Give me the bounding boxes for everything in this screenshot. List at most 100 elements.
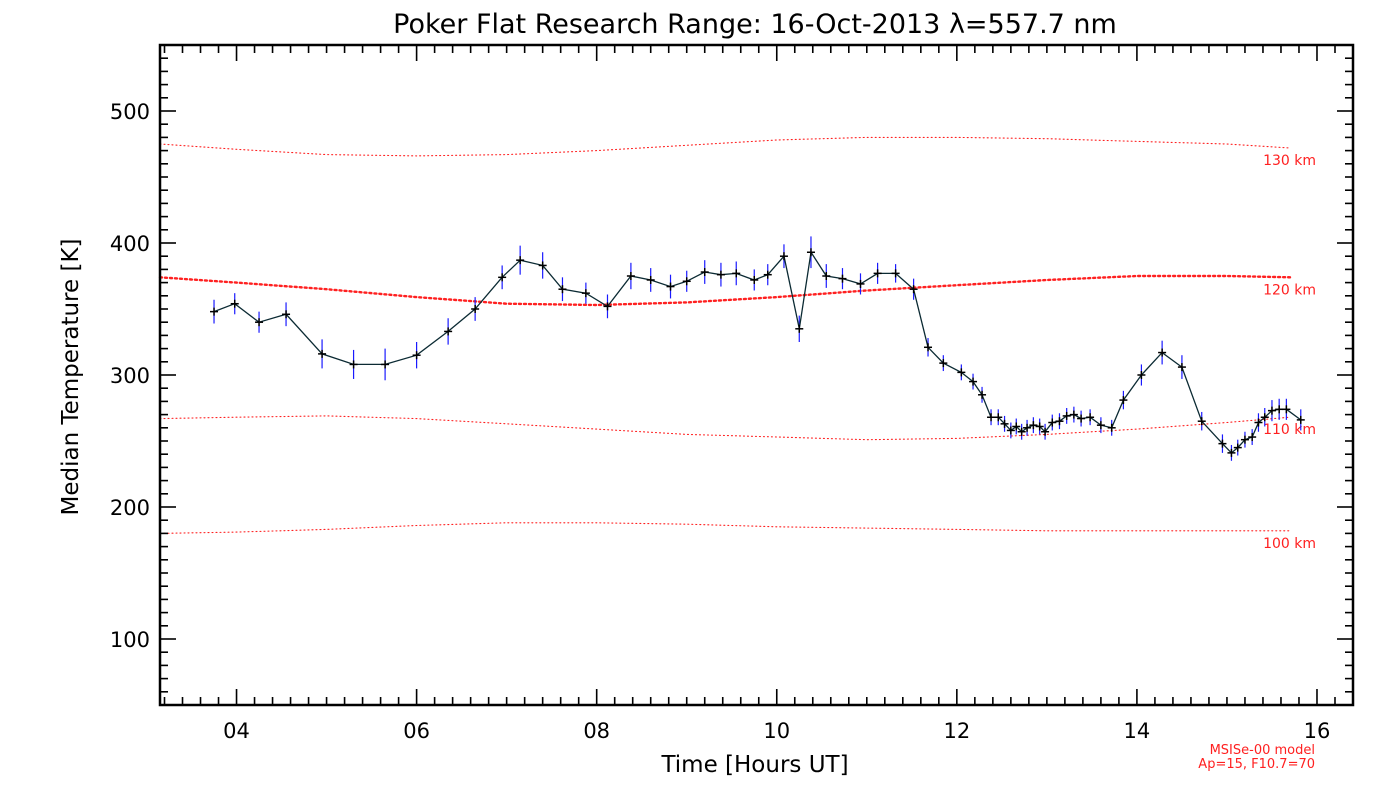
- data-point: [603, 302, 612, 311]
- data-point: [1107, 423, 1116, 432]
- data-point: [1069, 410, 1078, 419]
- x-tick-label: 16: [1304, 719, 1331, 743]
- data-point: [1197, 417, 1206, 426]
- tick-labels: 04 06 08 10 12 14 16 100 200 300 400 500: [110, 100, 1330, 743]
- temperature-series: [210, 236, 1305, 461]
- data-point: [282, 310, 291, 319]
- series-line: [213, 250, 1302, 454]
- data-point: [1260, 413, 1269, 422]
- data-point: [1137, 371, 1146, 379]
- data-point: [381, 360, 390, 369]
- data-point: [939, 359, 948, 368]
- data-point: [1006, 426, 1015, 435]
- data-point: [732, 269, 741, 278]
- data-point: [682, 277, 691, 286]
- y-axis-label: Median Temperature [K]: [58, 239, 84, 516]
- data-point: [1267, 406, 1276, 415]
- x-tick-label: 14: [1124, 719, 1151, 743]
- data-point: [987, 413, 996, 422]
- model-curve-label: 100 km: [1263, 536, 1316, 552]
- data-point: [1086, 413, 1095, 422]
- axis-ticks: [160, 45, 1354, 705]
- model-curve-label: 130 km: [1263, 153, 1316, 169]
- x-axis-label: Time [Hours UT]: [660, 752, 848, 778]
- model-curve-120-km: [158, 274, 1292, 307]
- y-tick-label: 300: [110, 364, 150, 388]
- data-point: [1158, 348, 1167, 357]
- x-tick-label: 08: [583, 719, 610, 743]
- data-point: [558, 285, 567, 294]
- data-point: [1282, 405, 1291, 414]
- data-point: [581, 289, 590, 298]
- plot-frame: [158, 43, 1355, 707]
- data-point: [924, 343, 933, 352]
- data-point: [1000, 419, 1009, 428]
- model-curve-label: 110 km: [1263, 422, 1316, 438]
- data-point: [891, 269, 900, 278]
- data-point: [349, 360, 358, 369]
- x-tick-label: 04: [223, 719, 250, 743]
- x-tick-label: 12: [943, 719, 970, 743]
- data-point: [806, 248, 815, 257]
- data-point: [646, 275, 655, 284]
- model-curve-label: 120 km: [1263, 282, 1316, 298]
- data-point: [838, 274, 847, 283]
- model-note-line-1: MSISe-00 model: [1210, 743, 1315, 758]
- data-point: [210, 307, 219, 316]
- data-point: [909, 285, 918, 294]
- y-tick-label: 100: [110, 628, 150, 652]
- data-point: [1177, 363, 1186, 372]
- data-point: [779, 252, 788, 261]
- data-point: [994, 413, 1003, 422]
- data-point: [230, 299, 239, 308]
- data-point: [1233, 443, 1242, 452]
- data-point: [1218, 439, 1227, 448]
- data-point: [412, 351, 421, 360]
- x-tick-label: 06: [403, 719, 430, 743]
- data-point: [856, 279, 865, 288]
- data-point: [1275, 405, 1284, 414]
- data-point: [444, 327, 453, 336]
- data-point: [1248, 433, 1257, 442]
- data-point: [957, 368, 966, 377]
- data-point: [1012, 422, 1021, 431]
- data-point: [1029, 421, 1038, 430]
- data-point: [978, 390, 987, 399]
- model-note-line-2: Ap=15, F10.7=70: [1198, 757, 1315, 772]
- data-point: [750, 275, 759, 284]
- data-point: [1055, 417, 1064, 426]
- data-point: [666, 282, 675, 291]
- data-point: [1017, 427, 1026, 436]
- x-tick-label: 10: [763, 719, 790, 743]
- data-point: [516, 256, 525, 265]
- model-curve-130-km: [159, 136, 1291, 157]
- data-point: [1240, 435, 1249, 444]
- chart-title: Poker Flat Research Range: 16-Oct-2013 λ…: [393, 9, 1117, 40]
- model-curve-100-km: [159, 522, 1291, 534]
- data-point: [1077, 414, 1086, 423]
- data-point: [873, 269, 882, 278]
- data-point: [471, 305, 480, 313]
- data-point: [1227, 448, 1236, 457]
- data-point: [1041, 427, 1050, 436]
- data-point: [1119, 396, 1128, 405]
- data-point: [626, 272, 635, 280]
- data-point: [1023, 423, 1032, 432]
- data-point: [1035, 422, 1044, 431]
- data-point: [318, 349, 327, 358]
- data-point: [716, 270, 725, 279]
- model-curve-110-km: [159, 415, 1291, 441]
- data-point: [1048, 418, 1057, 427]
- data-point: [1096, 421, 1105, 430]
- data-point: [498, 273, 507, 282]
- data-point: [1254, 418, 1263, 427]
- data-point: [969, 377, 978, 386]
- data-point: [700, 268, 709, 277]
- data-point: [822, 272, 831, 280]
- y-tick-label: 500: [110, 100, 150, 124]
- data-point: [795, 324, 804, 333]
- data-point: [255, 318, 264, 327]
- data-point: [538, 261, 547, 270]
- data-point: [763, 270, 772, 279]
